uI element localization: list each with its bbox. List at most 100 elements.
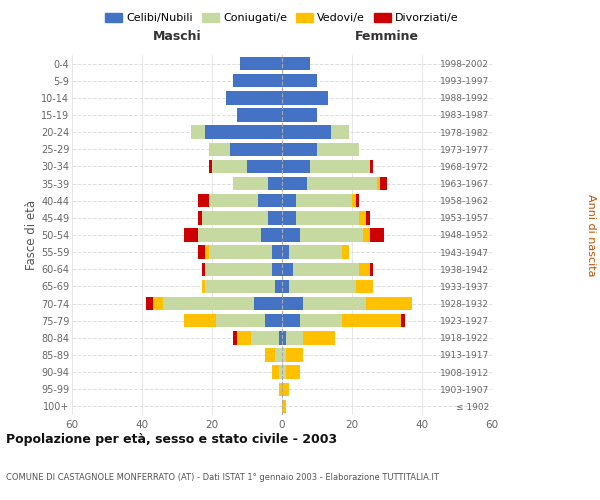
Bar xyxy=(209,194,257,207)
Bar xyxy=(268,177,282,190)
Legend: Celibi/Nubili, Coniugati/e, Vedovi/e, Divorziati/e: Celibi/Nubili, Coniugati/e, Vedovi/e, Di… xyxy=(101,8,463,28)
Bar xyxy=(341,314,401,328)
Bar xyxy=(202,211,268,224)
Bar xyxy=(205,126,282,139)
Bar xyxy=(362,228,370,241)
Bar xyxy=(233,331,236,344)
Bar xyxy=(202,280,205,293)
Bar xyxy=(355,280,373,293)
Text: Popolazione per età, sesso e stato civile - 2003: Popolazione per età, sesso e stato civil… xyxy=(6,432,337,446)
Bar xyxy=(275,348,282,362)
Text: Femmine: Femmine xyxy=(355,30,419,43)
Bar xyxy=(184,228,198,241)
Bar xyxy=(205,280,275,293)
Bar xyxy=(265,314,282,328)
Bar xyxy=(317,142,359,156)
Bar xyxy=(380,177,387,190)
Bar xyxy=(282,246,289,259)
Bar xyxy=(282,280,289,293)
Text: Maschi: Maschi xyxy=(152,30,202,43)
Bar xyxy=(289,246,341,259)
Bar xyxy=(202,262,205,276)
Bar xyxy=(198,228,261,241)
Bar xyxy=(152,297,163,310)
Bar xyxy=(257,194,282,207)
Bar xyxy=(271,262,282,276)
Bar xyxy=(296,211,359,224)
Bar xyxy=(212,160,247,173)
Bar xyxy=(233,74,282,88)
Bar xyxy=(282,400,286,413)
Bar xyxy=(282,297,303,310)
Bar xyxy=(209,246,271,259)
Bar xyxy=(370,228,383,241)
Bar xyxy=(236,331,251,344)
Bar xyxy=(278,366,282,379)
Bar xyxy=(303,331,335,344)
Bar xyxy=(205,262,271,276)
Bar xyxy=(198,246,205,259)
Bar xyxy=(286,348,303,362)
Bar xyxy=(331,126,349,139)
Bar xyxy=(251,331,278,344)
Bar xyxy=(268,211,282,224)
Bar xyxy=(299,314,341,328)
Bar xyxy=(226,91,282,104)
Bar xyxy=(352,194,355,207)
Bar xyxy=(146,297,152,310)
Bar xyxy=(296,194,352,207)
Bar xyxy=(236,108,282,122)
Bar xyxy=(209,142,229,156)
Bar xyxy=(370,262,373,276)
Bar xyxy=(366,297,412,310)
Bar xyxy=(282,91,328,104)
Bar xyxy=(341,246,349,259)
Bar xyxy=(401,314,404,328)
Bar xyxy=(359,262,370,276)
Bar xyxy=(278,331,282,344)
Bar xyxy=(282,262,293,276)
Bar xyxy=(307,177,377,190)
Bar xyxy=(282,108,317,122)
Bar xyxy=(282,314,299,328)
Bar xyxy=(233,177,268,190)
Bar xyxy=(282,211,296,224)
Bar xyxy=(299,228,362,241)
Bar xyxy=(282,366,286,379)
Bar xyxy=(271,246,282,259)
Bar xyxy=(275,280,282,293)
Bar xyxy=(282,142,317,156)
Bar xyxy=(261,228,282,241)
Bar xyxy=(286,366,299,379)
Bar xyxy=(282,382,289,396)
Bar xyxy=(205,246,209,259)
Bar xyxy=(229,142,282,156)
Bar xyxy=(282,194,296,207)
Text: Anni di nascita: Anni di nascita xyxy=(586,194,596,276)
Bar xyxy=(366,211,370,224)
Bar xyxy=(265,348,275,362)
Bar xyxy=(240,57,282,70)
Bar xyxy=(355,194,359,207)
Bar xyxy=(215,314,265,328)
Bar xyxy=(247,160,282,173)
Bar xyxy=(370,160,373,173)
Bar xyxy=(209,160,212,173)
Bar xyxy=(377,177,380,190)
Bar xyxy=(278,382,282,396)
Bar xyxy=(282,126,331,139)
Bar xyxy=(282,177,307,190)
Bar xyxy=(184,314,215,328)
Bar xyxy=(271,366,278,379)
Bar xyxy=(282,160,310,173)
Bar xyxy=(282,331,286,344)
Bar xyxy=(293,262,359,276)
Text: COMUNE DI CASTAGNOLE MONFERRATO (AT) - Dati ISTAT 1° gennaio 2003 - Elaborazione: COMUNE DI CASTAGNOLE MONFERRATO (AT) - D… xyxy=(6,473,439,482)
Bar xyxy=(254,297,282,310)
Bar xyxy=(198,211,202,224)
Bar xyxy=(282,74,317,88)
Bar xyxy=(310,160,370,173)
Bar xyxy=(282,228,299,241)
Bar xyxy=(191,126,205,139)
Bar xyxy=(198,194,209,207)
